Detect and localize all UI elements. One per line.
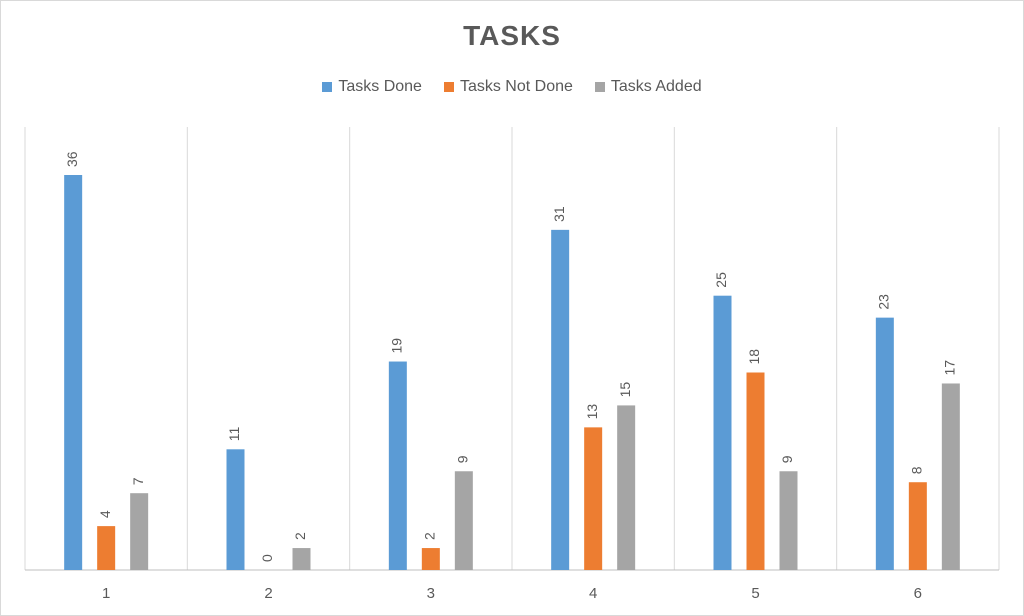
legend-swatch-tasks-not-done: [443, 82, 454, 92]
legend-item-tasks-added: Tasks Added: [594, 78, 702, 96]
bar-s0-c1: [226, 449, 245, 570]
data-label-s0-c1: 11: [226, 427, 242, 442]
data-label-s0-c3: 31: [551, 206, 567, 222]
data-label-s2-c1: 2: [292, 532, 308, 540]
bar-s2-c0: [130, 493, 149, 570]
legend-label-tasks-done: Tasks Done: [338, 78, 422, 95]
chart-title: TASKS: [463, 20, 561, 51]
data-label-s1-c1: 0: [259, 554, 275, 562]
data-label-s2-c2: 9: [455, 455, 471, 463]
data-label-s2-c5: 17: [942, 360, 958, 376]
bar-s1-c4: [746, 372, 765, 570]
x-tick-label-1: 2: [264, 585, 272, 602]
bar-s2-c3: [617, 405, 636, 570]
bar-s1-c0: [97, 526, 116, 570]
legend-swatch-tasks-added: [594, 82, 605, 92]
x-tick-label-2: 3: [427, 585, 435, 602]
data-label-s1-c5: 8: [909, 466, 925, 474]
data-label-s2-c4: 9: [779, 455, 795, 463]
x-tick-label-5: 6: [914, 585, 922, 602]
data-label-s2-c0: 7: [130, 477, 146, 485]
bar-s2-c4: [779, 471, 798, 570]
data-label-s0-c0: 36: [64, 151, 80, 167]
data-label-s1-c3: 13: [584, 404, 600, 420]
bar-s1-c3: [584, 427, 603, 570]
data-label-s1-c2: 2: [422, 532, 438, 540]
legend-item-tasks-not-done: Tasks Not Done: [443, 78, 573, 96]
bar-s0-c0: [64, 175, 83, 570]
data-label-s0-c4: 25: [713, 272, 729, 288]
legend-label-tasks-not-done: Tasks Not Done: [459, 78, 573, 95]
bar-s2-c5: [941, 383, 960, 570]
bar-s2-c2: [454, 471, 473, 570]
legend-label-tasks-added: Tasks Added: [610, 78, 702, 95]
x-tick-label-3: 4: [589, 585, 597, 602]
data-label-s1-c0: 4: [97, 510, 113, 518]
legend-swatch-tasks-done: [322, 82, 333, 92]
bar-s0-c2: [388, 361, 407, 570]
x-tick-label-0: 1: [102, 585, 110, 602]
legend-item-tasks-done: Tasks Done: [322, 78, 422, 96]
bar-s0-c5: [875, 317, 894, 570]
bar-s0-c3: [551, 229, 570, 570]
data-label-s0-c2: 19: [389, 338, 405, 354]
data-label-s2-c3: 15: [617, 382, 633, 398]
bar-s2-c1: [292, 548, 311, 570]
legend: Tasks Done Tasks Not Done Tasks Added: [0, 78, 1024, 96]
data-label-s0-c5: 23: [876, 294, 892, 310]
data-label-s1-c4: 18: [746, 349, 762, 365]
bar-s1-c5: [908, 482, 927, 570]
bar-s1-c2: [421, 548, 440, 570]
x-tick-label-4: 5: [751, 585, 759, 602]
bar-s0-c4: [713, 295, 732, 570]
